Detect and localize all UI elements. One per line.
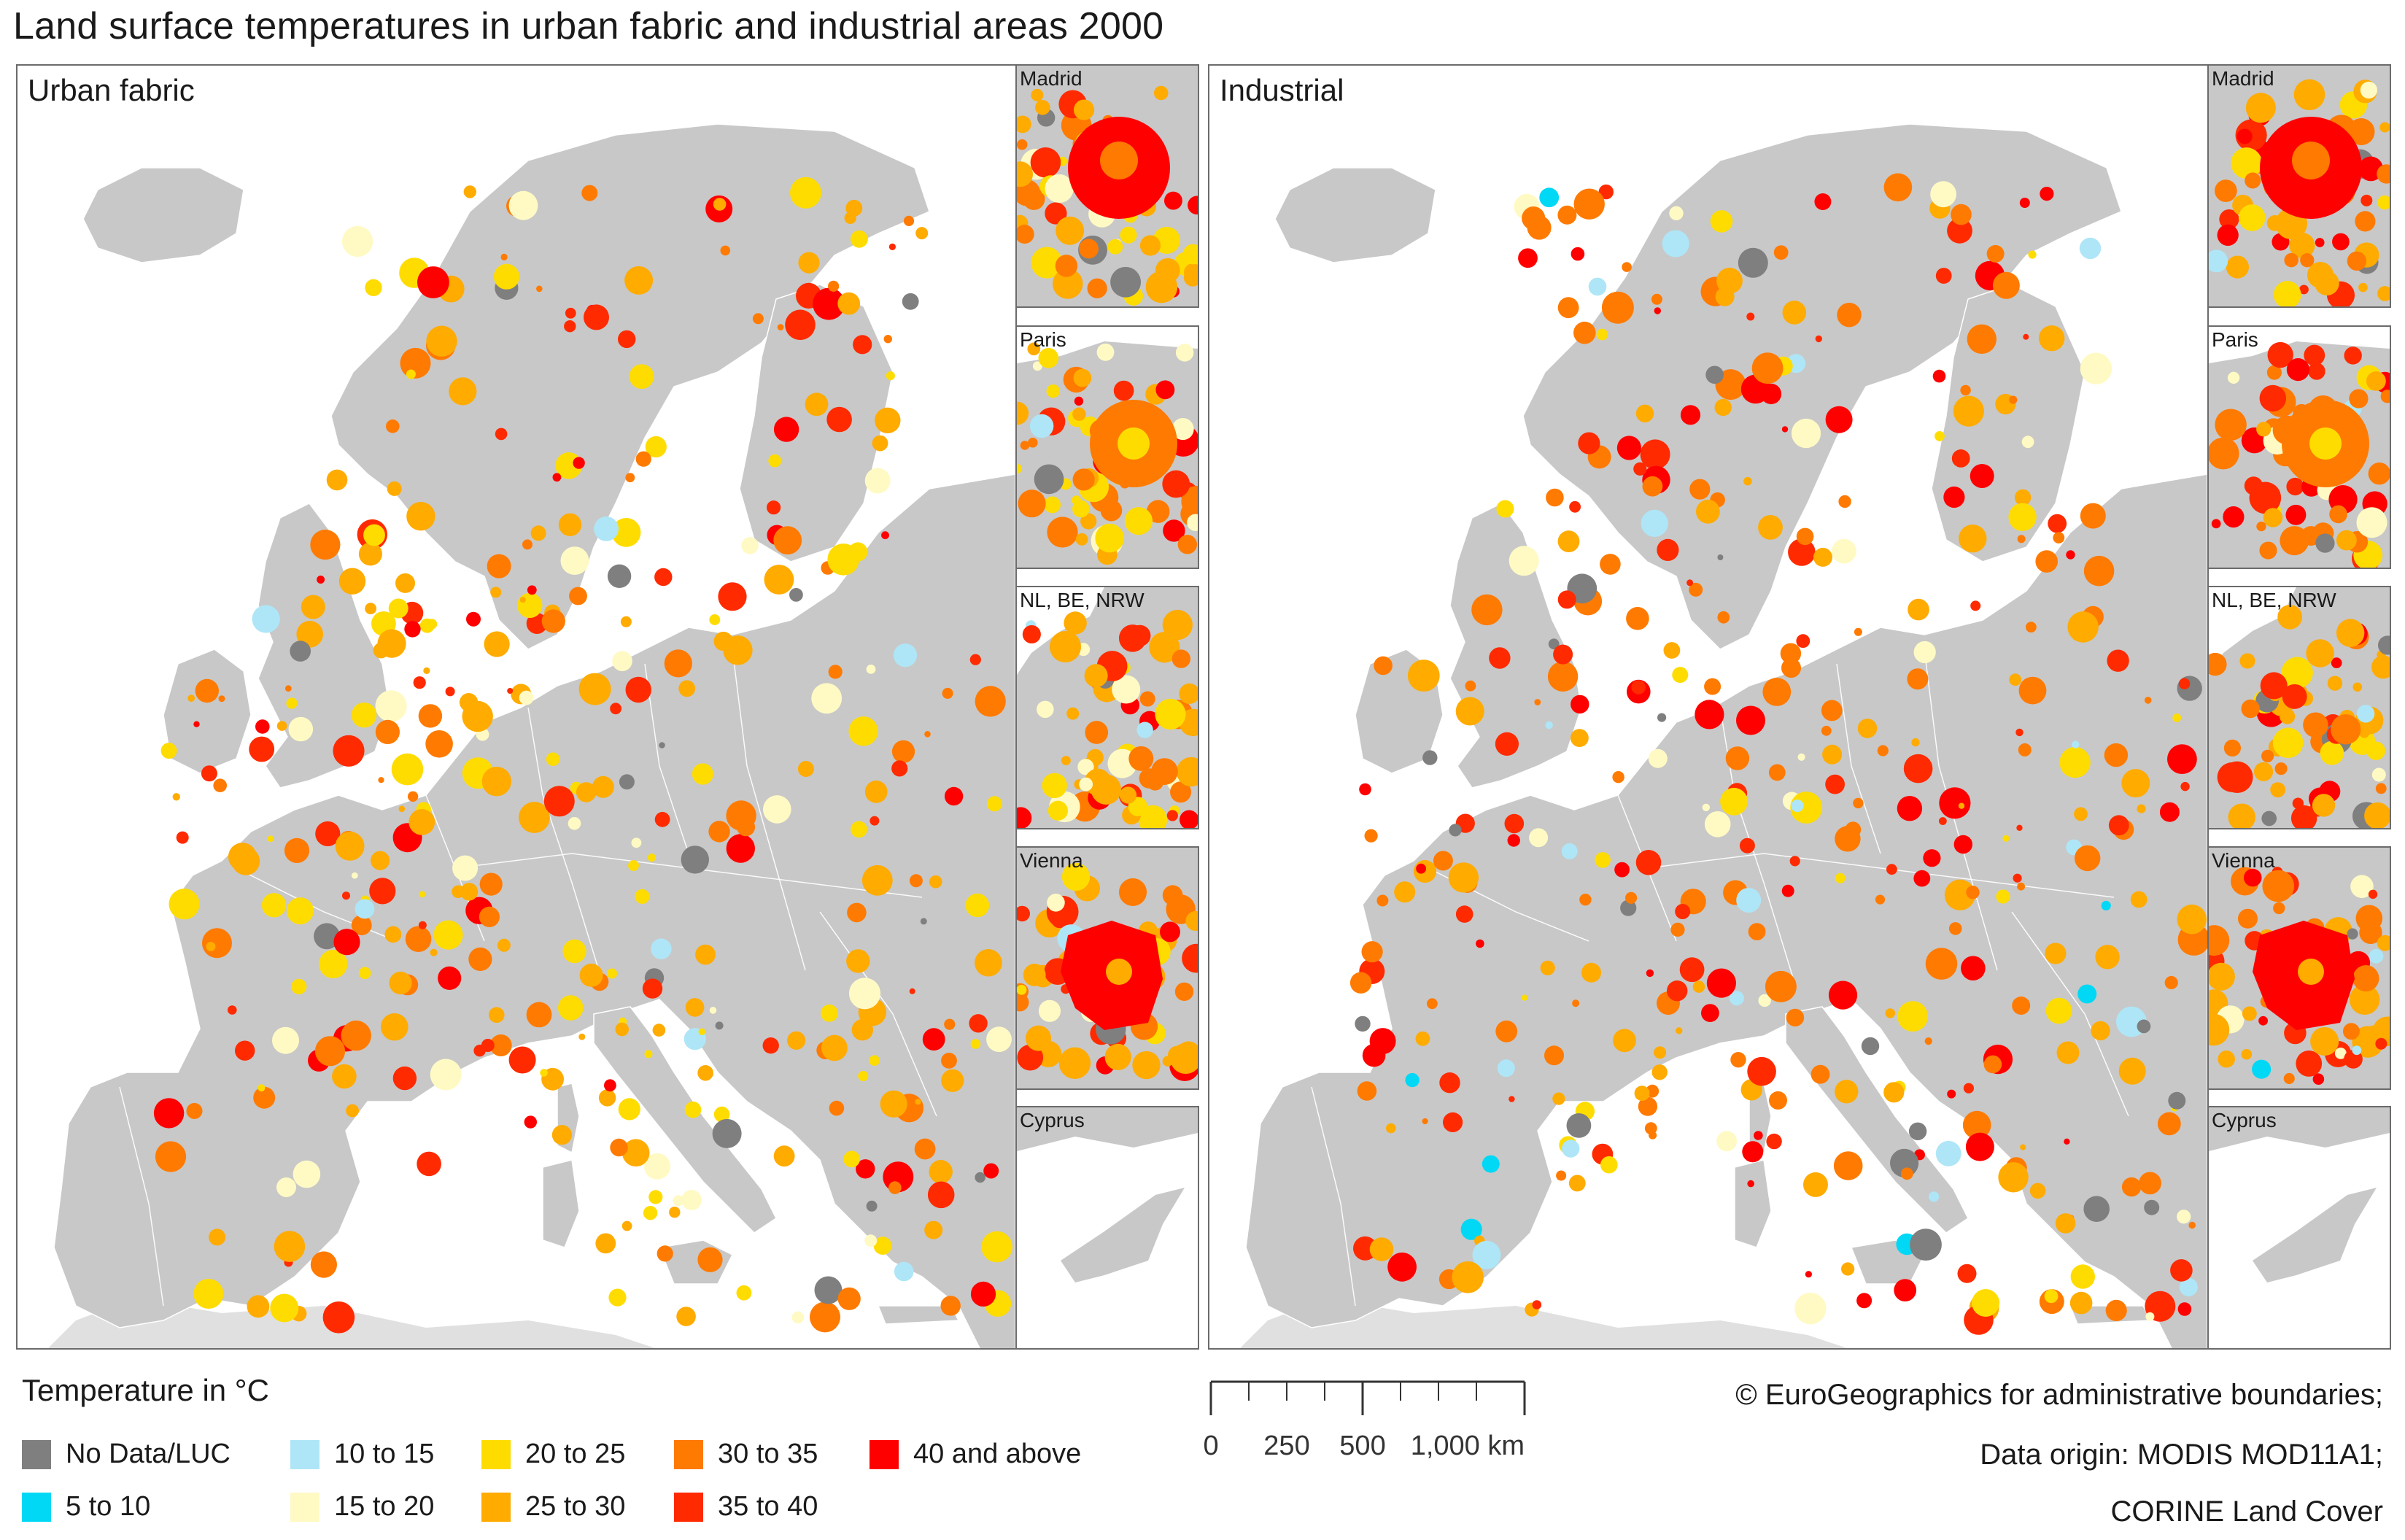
- inset-label: Cyprus: [2212, 1109, 2277, 1131]
- legend-label: 35 to 40: [718, 1491, 818, 1522]
- credit-eurogeographics: © EuroGeographics for administrative bou…: [1735, 1379, 2383, 1411]
- legend-item-15-20: 15 to 20: [290, 1491, 434, 1522]
- urban-inset-nl-be-nrw: NL, BE, NRW: [1015, 586, 1199, 829]
- inset-label: Madrid: [1020, 67, 1083, 90]
- vienna-inset-map: [1017, 848, 1198, 1088]
- industrial-inset-paris: Paris: [2207, 325, 2391, 569]
- legend-item-10-15: 10 to 15: [290, 1439, 434, 1470]
- legend-item-35-40: 35 to 40: [674, 1491, 818, 1522]
- legend-label: 10 to 15: [334, 1439, 435, 1469]
- legend-title: Temperature in °C: [22, 1373, 269, 1407]
- legend-label: 30 to 35: [718, 1439, 818, 1469]
- inset-label: Paris: [2212, 328, 2258, 351]
- inset-label: NL, BE, NRW: [2212, 589, 2336, 611]
- legend-label: 15 to 20: [334, 1491, 435, 1522]
- legend-label: 25 to 30: [525, 1491, 626, 1522]
- legend-item-30-35: 30 to 35: [674, 1439, 818, 1470]
- industrial-map: Industrial: [1208, 64, 2209, 1350]
- madrid-inset-map: [2209, 66, 2390, 306]
- map-title: Land surface temperatures in urban fabri…: [13, 5, 1164, 47]
- legend-swatch: [22, 1439, 51, 1469]
- urban-inset-madrid: Madrid: [1015, 64, 1199, 308]
- legend-swatch: [870, 1439, 899, 1469]
- legend-item-20-25: 20 to 25: [481, 1439, 625, 1470]
- legend-label: 5 to 10: [66, 1491, 151, 1522]
- urban-inset-paris: Paris: [1015, 325, 1199, 569]
- cyprus-inset-map: [2209, 1107, 2390, 1348]
- legend-swatch: [22, 1492, 51, 1522]
- legend-item-25-30: 25 to 30: [481, 1491, 625, 1522]
- inset-label: NL, BE, NRW: [1020, 589, 1145, 611]
- legend-swatch: [481, 1492, 511, 1522]
- scale-tick-250: 250: [1263, 1431, 1309, 1461]
- inset-label: Cyprus: [1020, 1109, 1085, 1131]
- legend-label: No Data/LUC: [66, 1439, 231, 1469]
- legend-swatch: [290, 1439, 319, 1469]
- inset-label: Vienna: [2212, 849, 2275, 872]
- legend-item-no-data: No Data/LUC: [22, 1439, 231, 1470]
- credit-modis: Data origin: MODIS MOD11A1;: [1980, 1439, 2383, 1471]
- urban-inset-vienna: Vienna: [1015, 846, 1199, 1090]
- vienna-inset-map: [2209, 848, 2390, 1088]
- scale-tick-1000: 1,000 km: [1411, 1431, 1525, 1461]
- legend-swatch: [290, 1492, 319, 1522]
- legend-swatch: [481, 1439, 511, 1469]
- scale-tick-500: 500: [1339, 1431, 1385, 1461]
- cyprus-inset-map: [1017, 1107, 1198, 1348]
- inset-label: Paris: [1020, 328, 1066, 351]
- nl-be-nrw-inset-map: [1017, 587, 1198, 828]
- legend-item-5-10: 5 to 10: [22, 1491, 150, 1522]
- industrial-inset-madrid: Madrid: [2207, 64, 2391, 308]
- scale-bar: 0 250 500 1,000 km: [1204, 1380, 1526, 1461]
- paris-inset-map: [2209, 327, 2390, 568]
- paris-inset-map: [1017, 327, 1198, 568]
- legend-item-40-above: 40 and above: [870, 1439, 1081, 1470]
- madrid-inset-map: [1017, 66, 1198, 306]
- inset-label: Vienna: [1020, 849, 1083, 872]
- industrial-panel-title: Industrial: [1220, 73, 1344, 107]
- credit-corine: CORINE Land Cover: [2110, 1495, 2383, 1528]
- legend-swatch: [674, 1439, 703, 1469]
- legend-label: 20 to 25: [525, 1439, 626, 1469]
- nl-be-nrw-inset-map: [2209, 587, 2390, 828]
- industrial-inset-cyprus: Cyprus: [2207, 1106, 2391, 1350]
- industrial-basemap: [1240, 123, 2207, 1348]
- scale-tick-0: 0: [1204, 1431, 1219, 1461]
- legend-swatch: [674, 1492, 703, 1522]
- industrial-inset-nl-be-nrw: NL, BE, NRW: [2207, 586, 2391, 829]
- urban-fabric-map: Urban fabric: [16, 64, 1017, 1350]
- urban-panel-title: Urban fabric: [28, 73, 195, 107]
- industrial-inset-vienna: Vienna: [2207, 846, 2391, 1090]
- legend-label: 40 and above: [913, 1439, 1082, 1469]
- urban-inset-cyprus: Cyprus: [1015, 1106, 1199, 1350]
- inset-label: Madrid: [2212, 67, 2274, 90]
- urban-basemap: [48, 123, 1015, 1348]
